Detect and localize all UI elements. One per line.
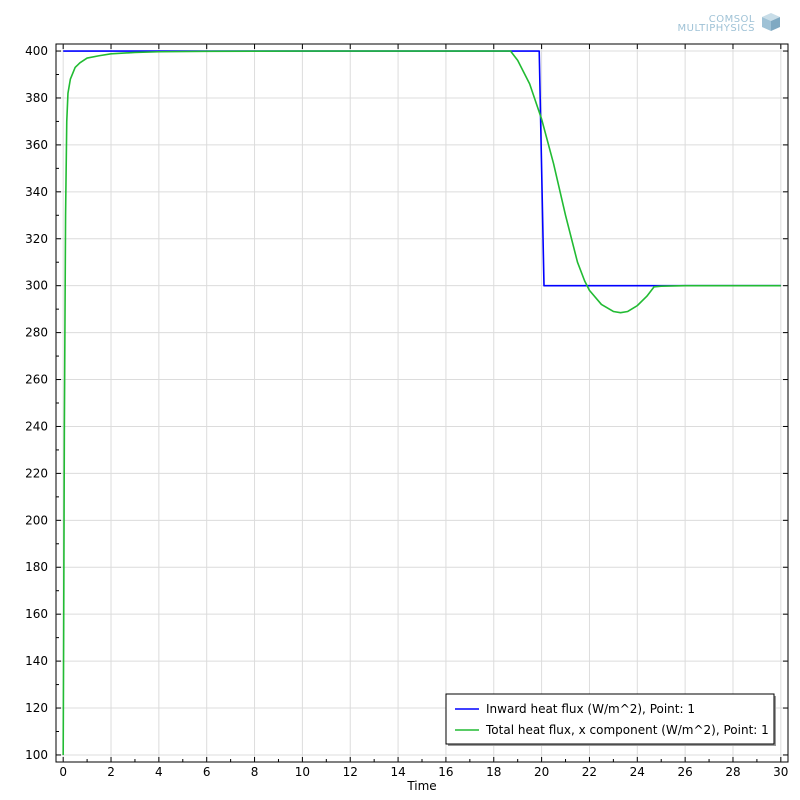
y-tick-label: 100 (25, 748, 48, 762)
comsol-cube-icon (762, 13, 780, 31)
y-tick-label: 340 (25, 185, 48, 199)
x-tick-label: 10 (295, 765, 310, 779)
x-tick-label: 12 (343, 765, 358, 779)
y-tick-label: 200 (25, 513, 48, 527)
y-tick-label: 280 (25, 326, 48, 340)
x-tick-label: 0 (59, 765, 67, 779)
y-tick-label: 320 (25, 232, 48, 246)
y-tick-label: 160 (25, 607, 48, 621)
x-tick-label: 20 (534, 765, 549, 779)
y-tick-label: 300 (25, 279, 48, 293)
logo-text-line1: COMSOL (709, 14, 755, 25)
x-tick-label: 16 (438, 765, 453, 779)
axis-ticks: 0 2 4 6 8 10 12 14 16 18 20 22 24 26 28 301001201401601… (25, 44, 788, 779)
y-tick-label: 400 (25, 44, 48, 58)
y-tick-label: 360 (25, 138, 48, 152)
x-tick-label: 14 (390, 765, 405, 779)
legend-label-2: Total heat flux, x component (W/m^2), Po… (485, 723, 769, 737)
y-tick-label: 120 (25, 701, 48, 715)
x-tick-label: 2 (107, 765, 115, 779)
y-tick-label: 260 (25, 373, 48, 387)
grid-lines (56, 44, 788, 762)
x-tick-label: 28 (725, 765, 740, 779)
x-tick-label: 6 (203, 765, 211, 779)
x-tick-label: 8 (251, 765, 259, 779)
x-tick-label: 26 (677, 765, 692, 779)
series-line-2 (62, 50, 781, 755)
x-tick-label: 4 (155, 765, 163, 779)
y-tick-label: 380 (25, 91, 48, 105)
legend-label-1: Inward heat flux (W/m^2), Point: 1 (486, 702, 695, 716)
series-lines (62, 50, 781, 755)
x-tick-label: 24 (630, 765, 645, 779)
legend: Inward heat flux (W/m^2), Point: 1 Total … (445, 693, 776, 746)
plot-area (55, 43, 789, 763)
logo-text-line2: MULTIPHYSICS (678, 23, 755, 34)
y-tick-label: 180 (25, 560, 48, 574)
y-tick-label: 240 (25, 419, 48, 433)
comsol-logo: COMSOL MULTIPHYSICS (678, 13, 780, 34)
x-tick-label: 30 (773, 765, 788, 779)
x-tick-label: 22 (582, 765, 597, 779)
legend-box (445, 693, 775, 745)
y-tick-label: 140 (25, 654, 48, 668)
x-axis-label: Time (406, 779, 436, 793)
series-line-1 (63, 50, 781, 287)
x-tick-label: 18 (486, 765, 501, 779)
y-tick-label: 220 (25, 466, 48, 480)
